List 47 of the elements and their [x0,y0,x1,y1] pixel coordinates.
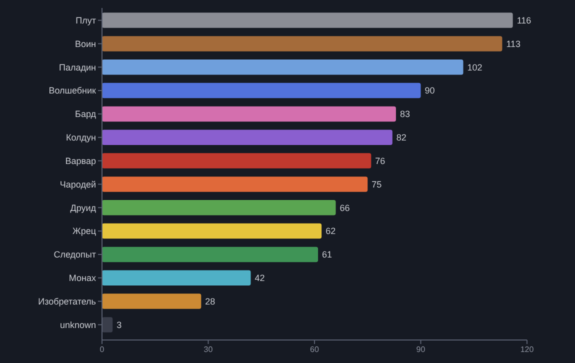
data-label: 42 [254,273,265,284]
x-tick-label: 60 [310,345,320,354]
bar [102,317,113,332]
bar [102,36,502,52]
y-tick-label: Чародей [60,179,96,190]
data-label: 83 [400,109,410,120]
bar [102,60,464,75]
y-tick-label: Монах [68,273,96,284]
y-tick-label: Паладин [59,62,96,72]
bar [102,106,396,122]
y-tick-label: Варвар [65,156,96,166]
data-label: 62 [326,226,336,236]
y-tick-label: Следопыт [54,250,96,260]
bar [102,270,251,286]
bar [102,176,368,192]
y-tick-label: Бард [75,109,97,120]
bar [102,223,322,239]
x-tick-label: 90 [416,345,426,354]
bar [102,294,202,309]
data-label: 28 [205,296,216,306]
data-label: 75 [372,179,382,190]
data-label: 102 [467,62,482,72]
bar [102,200,336,216]
y-tick-label: Волшебник [48,86,96,96]
data-label: 116 [516,15,532,26]
data-label: 66 [340,202,350,213]
x-tick-label: 30 [204,345,214,354]
bar [102,246,318,262]
data-label: 3 [116,320,122,330]
y-tick-label: Друид [70,202,97,213]
y-tick-label: Воин [74,38,96,49]
y-tick-label: Плут [76,15,96,26]
y-tick-label: Колдун [66,132,96,143]
y-tick-label: Изобретатель [38,296,96,306]
bar [102,12,513,28]
data-label: 61 [322,250,332,260]
bar [102,130,392,145]
data-label: 113 [506,38,521,49]
y-tick-label: Жрец [72,226,96,236]
data-label: 76 [375,156,386,166]
data-label: 90 [424,86,435,96]
x-tick-label: 120 [520,345,534,354]
y-tick-label: unknown [60,320,96,330]
bar [102,82,421,98]
x-tick-label: 0 [100,345,105,354]
data-label: 82 [396,132,406,143]
bar [102,153,372,168]
